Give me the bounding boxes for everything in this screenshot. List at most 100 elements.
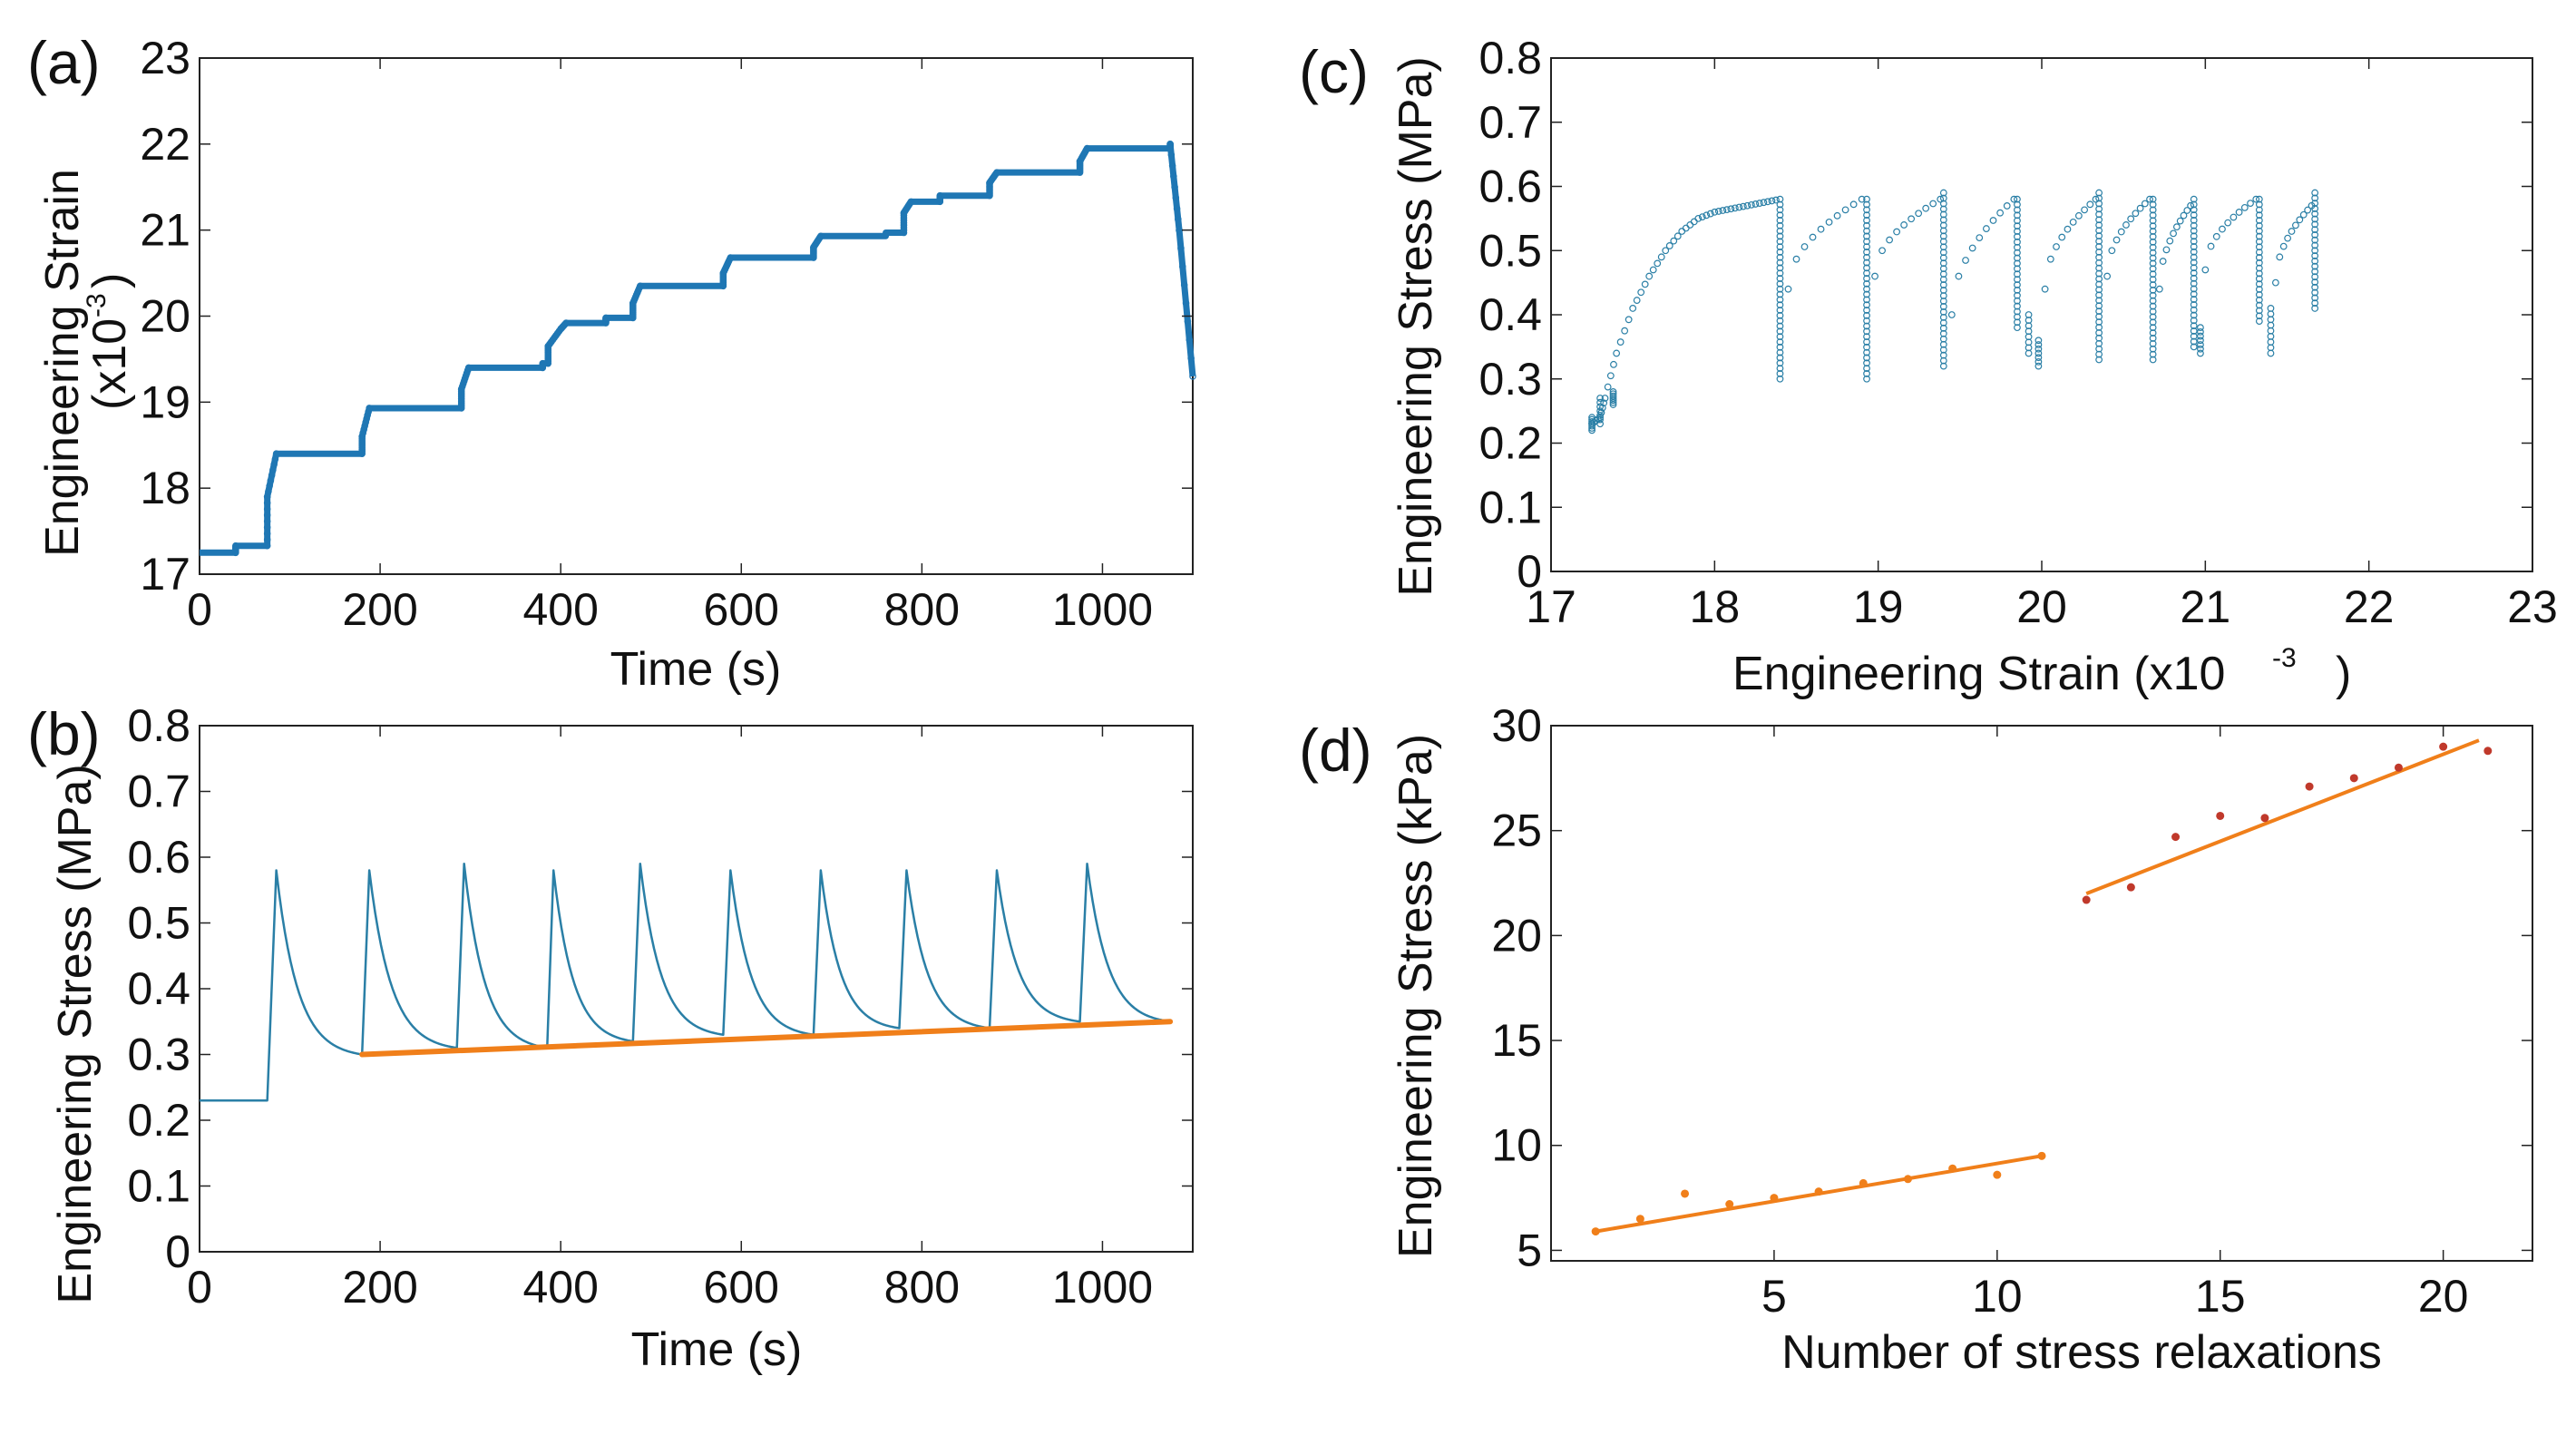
panel-c-loading-point xyxy=(1625,316,1633,324)
panel-c-reload-point xyxy=(1908,215,1916,223)
panel-a-data-point xyxy=(544,353,552,361)
panel-c-drop-point xyxy=(1939,303,1947,310)
panel-c-drop-point xyxy=(2149,297,2157,305)
panel-c-loading-point xyxy=(1760,199,1768,207)
panel-c-drop-point xyxy=(2149,206,2157,214)
panel-c-drop-point xyxy=(2095,216,2103,224)
panel-c-drop-point xyxy=(2311,210,2319,218)
panel-c-drop-point xyxy=(2095,334,2103,342)
panel-a-data-point xyxy=(544,356,552,363)
panel-a-data-point xyxy=(900,221,908,229)
panel-c-drop-point xyxy=(2149,249,2157,257)
panel-a-ytick-label: 23 xyxy=(140,33,190,83)
panel-c-reload-point xyxy=(2271,278,2279,287)
panel-c-reload-point xyxy=(2187,201,2195,210)
panel-c-reload-point xyxy=(2235,209,2243,216)
panel-a-data-point xyxy=(358,433,366,441)
panel-c-drop-point xyxy=(1939,216,1947,224)
panel-d-ytick-label: 10 xyxy=(1491,1120,1542,1171)
panel-c-drop-point xyxy=(1939,205,1947,213)
panel-d-data-point xyxy=(2126,883,2135,892)
panel-d-frame xyxy=(1550,725,2533,1262)
panel-c-reload-point xyxy=(2141,200,2149,208)
panel-a-data-point xyxy=(561,320,570,327)
panel-c-reload-point xyxy=(2170,229,2177,238)
panel-c-drop-point xyxy=(2311,262,2319,270)
panel-c-reload-point xyxy=(2299,210,2308,219)
panel-c-drop-point xyxy=(2095,205,2103,213)
panel-a-data-point xyxy=(457,405,465,412)
panel-c-label: (c) xyxy=(1299,38,1369,105)
panel-b-xtick-label: 1000 xyxy=(1052,1262,1153,1313)
panel-b-xtick-label: 800 xyxy=(884,1262,960,1313)
panel-c-loading-point xyxy=(1613,349,1621,357)
panel-c-drop-point xyxy=(2311,305,2319,312)
panel-c-drop-point xyxy=(2095,269,2103,278)
panel-c-reload-point xyxy=(2176,217,2184,225)
panel-c-drop-point xyxy=(1776,217,1784,224)
panel-c-reload-point xyxy=(1989,217,1997,224)
panel-c-drop-point xyxy=(2149,329,2157,337)
panel-c-ytick-label: 0.2 xyxy=(1478,418,1542,469)
panel-c-xtick-label: 20 xyxy=(2016,581,2067,632)
panel-d-ytick-label: 30 xyxy=(1491,700,1542,751)
panel-d-data-point xyxy=(1993,1170,2002,1179)
panel-c-drop-point xyxy=(1863,206,1870,214)
panel-c-drop-point xyxy=(2014,302,2021,310)
panel-c-drop-point xyxy=(2095,227,2103,235)
panel-c-drop-point xyxy=(2190,300,2198,308)
panel-c-drop-point xyxy=(1863,200,1870,209)
panel-a-ytick-label: 17 xyxy=(140,549,190,600)
panel-b-ytick-label: 0 xyxy=(165,1226,190,1277)
panel-b-trend-line xyxy=(359,1019,1174,1058)
panel-c-plot xyxy=(1588,189,2319,434)
panel-a-data-point xyxy=(900,224,908,231)
panel-c-drop-point xyxy=(2149,302,2157,310)
panel-c-loading-point xyxy=(1698,213,1706,221)
panel-c-drop-point xyxy=(2014,238,2021,246)
panel-b-label: (b) xyxy=(27,700,101,767)
panel-c-drop-point xyxy=(2149,339,2157,347)
panel-c-drop-point xyxy=(1588,414,1595,422)
panel-c-drop-point xyxy=(2034,354,2043,362)
panel-c-drop-point xyxy=(2311,241,2319,249)
panel-c-drop-point xyxy=(1776,259,1784,267)
panel-c-drop-point xyxy=(1939,351,1947,359)
panel-a-data-point xyxy=(900,226,908,234)
panel-a-data-point xyxy=(602,314,610,322)
panel-c-drop-point xyxy=(2034,345,2043,353)
panel-a-data-point xyxy=(1167,151,1176,159)
panel-c-drop-point xyxy=(1863,327,1870,336)
panel-c-drop-point xyxy=(1939,249,1947,257)
panel-c-drop-point xyxy=(1588,415,1595,424)
panel-c-loading-point xyxy=(1719,207,1727,214)
panel-a-data-point xyxy=(358,445,366,454)
panel-c-loading-point xyxy=(1673,232,1682,240)
panel-c-drop-point xyxy=(2190,296,2198,303)
panel-a-data-point xyxy=(358,439,366,447)
panel-a-ylabel-unit-suffix: ) xyxy=(83,273,136,288)
panel-a-data-point xyxy=(1179,263,1186,270)
panel-c-drop-point xyxy=(2190,337,2198,346)
panel-c-drop-point xyxy=(1863,311,1870,319)
panel-c-drop-point xyxy=(1939,318,1947,327)
panel-c-drop-point xyxy=(1939,340,1947,348)
panel-c-drop-point xyxy=(2014,249,2021,257)
panel-a-data-point xyxy=(992,170,1000,178)
panel-a-ytick-label: 21 xyxy=(140,205,190,256)
panel-a-xtick-label: 1000 xyxy=(1052,584,1153,635)
panel-c-reload-point xyxy=(2219,225,2226,233)
panel-d-data-point xyxy=(2305,782,2314,791)
panel-c-ytick-label: 0.8 xyxy=(1478,33,1542,83)
panel-c-loading-point xyxy=(1645,272,1654,280)
panel-c-loading-point xyxy=(1690,218,1698,226)
panel-c-reload-point xyxy=(1982,225,1990,232)
panel-a-data-point xyxy=(561,321,568,329)
panel-c-reload-point xyxy=(2172,223,2181,231)
panel-c-drop-point xyxy=(1863,211,1870,220)
panel-a-data-point xyxy=(1182,299,1190,308)
panel-c-drop-point xyxy=(2095,286,2103,294)
panel-c-reload-point xyxy=(2127,215,2135,223)
panel-c-drop-point xyxy=(2095,313,2103,320)
